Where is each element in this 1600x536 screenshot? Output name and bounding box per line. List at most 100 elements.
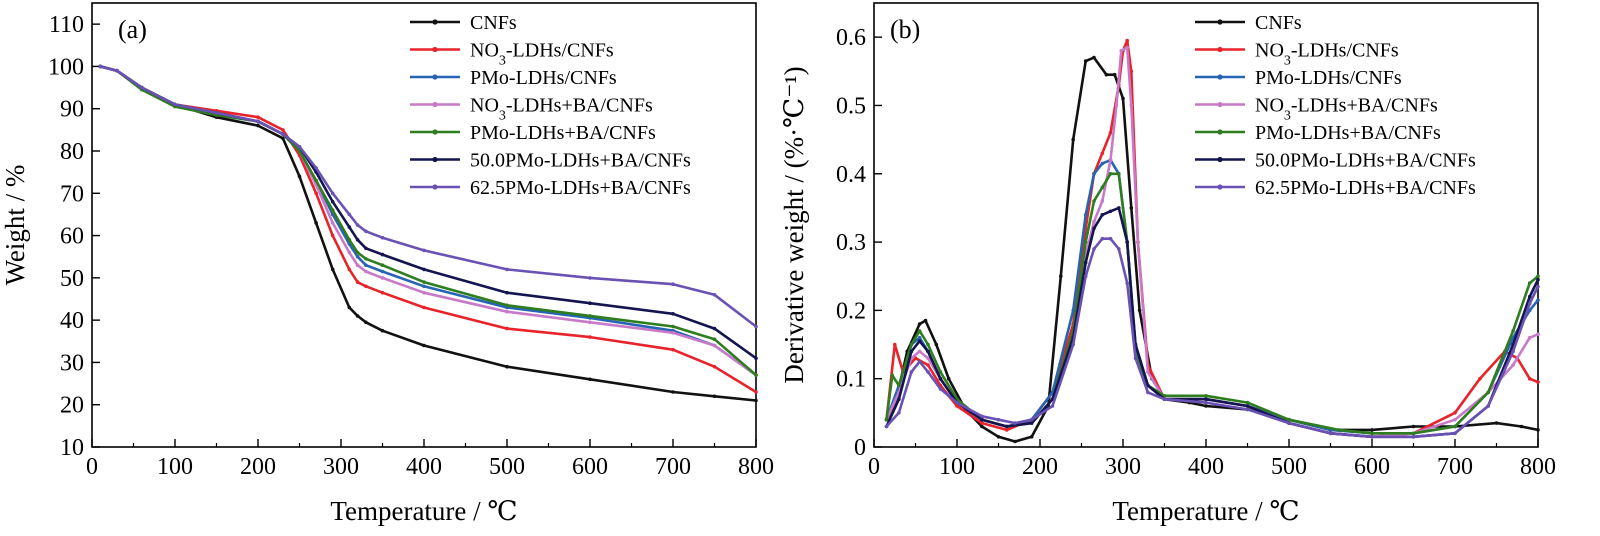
series-point — [314, 178, 318, 183]
series-point — [281, 136, 285, 141]
series-point — [926, 349, 930, 354]
panel-b-derivative-chart: (b) Temperature / ℃ Derivative weight / … — [779, 2, 1556, 526]
series-point — [671, 324, 675, 329]
series-point — [913, 356, 918, 361]
x-tick-label: 100 — [939, 454, 975, 480]
series-point — [347, 305, 352, 310]
series-point — [1083, 240, 1088, 244]
legend-marker — [432, 129, 438, 135]
series-point — [98, 64, 103, 69]
series-point — [1287, 421, 1291, 425]
legend-entry: 50.0PMo-LDHs+BA/CNFs — [470, 150, 691, 172]
legend-marker — [432, 19, 438, 25]
series-line — [99, 65, 758, 328]
series-point — [330, 221, 335, 225]
series-point — [1162, 394, 1167, 398]
series-point — [1245, 407, 1250, 412]
panel-b-y-axis-title: Derivative weight / (%·℃⁻¹) — [779, 66, 809, 383]
series-point — [1129, 206, 1134, 210]
series-point — [1287, 417, 1291, 422]
series-point — [980, 414, 984, 419]
legend-entry: NO3-LDHs/CNFs — [470, 40, 614, 69]
series-point — [1092, 247, 1096, 251]
series-point — [1108, 209, 1113, 214]
series-point — [923, 318, 928, 323]
series-point — [380, 269, 385, 274]
y-tick-label: 10 — [60, 435, 84, 461]
x-tick-label: 700 — [1437, 454, 1473, 480]
series-point — [347, 225, 352, 229]
series-point — [1536, 428, 1540, 432]
series-point — [884, 424, 889, 429]
legend-entry: CNFs — [470, 12, 517, 34]
series-point — [754, 324, 758, 329]
legend-entry: PMo-LDHs/CNFs — [1255, 67, 1402, 89]
series-point — [364, 246, 368, 251]
series-point — [1108, 236, 1113, 241]
series-point — [1119, 49, 1124, 53]
series-point — [1536, 284, 1540, 289]
series-point — [1204, 394, 1208, 398]
legend-entry: NO3-LDHs/CNFs — [1255, 40, 1399, 69]
y-tick-label: 0 — [854, 435, 866, 461]
series-line — [885, 158, 1540, 435]
series-point — [1125, 38, 1129, 43]
legend-entry: 62.5PMo-LDHs+BA/CNFs — [470, 177, 691, 199]
series-point — [1204, 400, 1208, 405]
y-tick-label: 0.2 — [836, 298, 866, 324]
series-point — [364, 320, 368, 325]
series-point — [588, 335, 592, 339]
series-line — [885, 46, 1540, 439]
x-tick-label: 0 — [868, 454, 880, 480]
series-point — [955, 400, 959, 405]
x-tick-label: 500 — [489, 454, 525, 480]
series-point — [926, 356, 930, 361]
series-point — [1100, 185, 1105, 190]
series-point — [1453, 431, 1457, 436]
series-point — [1204, 397, 1208, 402]
series-point — [1536, 277, 1540, 282]
series-point — [1511, 363, 1515, 367]
series-point — [1092, 55, 1096, 60]
series-point — [347, 212, 352, 217]
y-tick-label: 0.5 — [836, 93, 866, 119]
series-point — [917, 339, 922, 343]
series-point — [1005, 424, 1009, 429]
y-tick-label: 0.6 — [836, 25, 866, 51]
series-point — [996, 435, 1001, 439]
series-line — [885, 39, 1540, 439]
series-point — [297, 174, 302, 179]
series-point — [1453, 417, 1457, 422]
panel-b-y-ticks: 0 0.1 0.2 0.3 0.4 0.5 0.6 — [836, 25, 882, 461]
y-tick-label: 0.1 — [836, 367, 866, 393]
series-point — [364, 263, 368, 268]
series-point — [671, 347, 675, 352]
series-point — [1108, 172, 1113, 176]
x-tick-label: 700 — [655, 454, 691, 480]
series-point — [1125, 45, 1129, 50]
series-point — [256, 123, 260, 128]
series-point — [1100, 151, 1105, 156]
series-point — [140, 85, 144, 90]
series-point — [938, 370, 943, 374]
series-point — [1519, 424, 1524, 429]
legend-entry: CNFs — [1255, 12, 1302, 34]
series-point — [347, 267, 352, 272]
series-point — [1536, 380, 1540, 384]
legend-entry: NO3-LDHs+BA/CNFs — [470, 95, 653, 124]
series-point — [1337, 428, 1341, 432]
legend-entry: 50.0PMo-LDHs+BA/CNFs — [1255, 150, 1476, 172]
series-point — [1162, 397, 1167, 402]
series-point — [1411, 424, 1416, 429]
series-point — [1486, 390, 1490, 395]
series-point — [909, 342, 914, 347]
series-point — [1092, 226, 1096, 231]
series-point — [355, 250, 360, 255]
series-point — [380, 252, 385, 257]
series-point — [712, 364, 717, 369]
panel-b-x-ticks: 0 100 200 300 400 500 600 700 800 — [868, 439, 1556, 480]
panel-a-x-ticks: 0 100 200 300 400 500 600 700 800 — [86, 439, 774, 480]
series-point — [422, 305, 426, 310]
series-point — [671, 331, 675, 335]
